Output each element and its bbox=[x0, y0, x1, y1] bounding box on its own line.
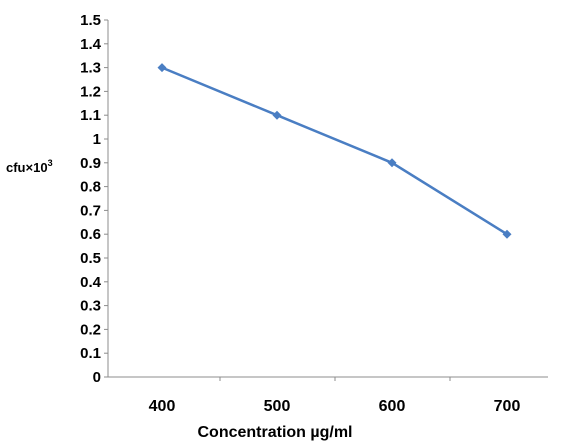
y-tick-label: 1.4 bbox=[80, 36, 102, 53]
y-tick-label: 0 bbox=[93, 369, 101, 386]
series bbox=[157, 63, 512, 239]
x-tick-label: 500 bbox=[264, 398, 291, 415]
x-tick-label: 700 bbox=[494, 398, 521, 415]
y-tick-label: 0.2 bbox=[80, 321, 101, 338]
x-tick-label: 400 bbox=[149, 398, 176, 415]
data-point-marker bbox=[502, 229, 512, 239]
y-tick-label: 0.3 bbox=[80, 298, 101, 315]
y-axis-title: cfu×103 bbox=[6, 158, 53, 175]
y-tick-label: 0.8 bbox=[80, 179, 101, 196]
y-tick-label: 0.9 bbox=[80, 155, 101, 172]
data-point-marker bbox=[272, 110, 282, 120]
y-tick-label: 0.7 bbox=[80, 202, 101, 219]
y-tick-label: 1.3 bbox=[80, 60, 101, 77]
y-tick-label: 0.4 bbox=[80, 274, 102, 291]
y-tick-label: 0.6 bbox=[80, 226, 101, 243]
y-axis: 0 0.1 0.2 0.3 0.4 0.5 0.6 0.7 0.8 0.9 1 1.1 1.2 1.3 1.… bbox=[80, 12, 109, 386]
y-tick-label: 1 bbox=[93, 131, 101, 148]
x-tick-label: 600 bbox=[379, 398, 406, 415]
y-axis-title-base: cfu×10 bbox=[6, 160, 48, 175]
y-tick-label: 1.1 bbox=[80, 107, 101, 124]
y-tick-label: 1.5 bbox=[80, 12, 101, 29]
y-tick-label: 0.1 bbox=[80, 345, 101, 362]
data-point-marker bbox=[157, 63, 167, 73]
y-axis-title-superscript: 3 bbox=[48, 158, 53, 168]
x-axis-title: Concentration µg/ml bbox=[198, 424, 353, 441]
y-tick-label: 0.5 bbox=[80, 250, 101, 267]
series-line bbox=[161, 66, 508, 236]
data-point-marker bbox=[387, 158, 397, 168]
x-axis: 400 500 600 700 bbox=[108, 376, 548, 415]
y-tick-label: 1.2 bbox=[80, 83, 101, 100]
